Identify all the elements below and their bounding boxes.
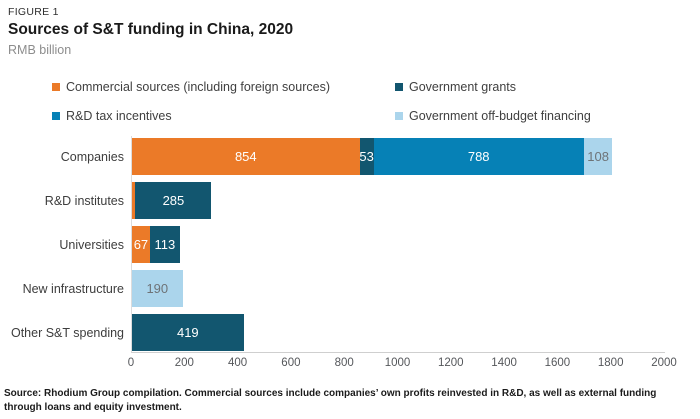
legend-item: Government off-budget financing — [395, 110, 690, 122]
legend-item-label: Commercial sources (including foreign so… — [66, 80, 330, 94]
bar-segment: 854 — [132, 138, 360, 175]
legend-swatch-icon — [52, 83, 60, 91]
x-tick-label: 0 — [127, 357, 135, 369]
legend-item-label: R&D tax incentives — [66, 109, 172, 123]
x-tick-label: 1200 — [438, 357, 464, 369]
x-tick-label: 1600 — [544, 357, 571, 369]
bar-segment: 788 — [373, 138, 584, 175]
chart-title: Sources of S&T funding in China, 2020 — [8, 21, 294, 38]
x-tick-label: 2000 — [651, 357, 677, 369]
plot-area: 854 53 788 108 285 67 113 190 419 — [131, 136, 665, 353]
bar-segment: 53 — [359, 138, 374, 175]
figure-header: FIGURE 1 Sources of S&T funding in China… — [8, 6, 293, 57]
x-tick-label: 400 — [228, 357, 248, 369]
bar-segment — [132, 182, 136, 219]
legend-item-label: Government off-budget financing — [409, 109, 591, 123]
legend-swatch-icon — [52, 112, 60, 120]
x-tick-label: 1000 — [384, 357, 411, 369]
x-tick-label: 800 — [334, 357, 354, 369]
x-axis-tick-labels: 0 200 400 600 800 1000 1200 1400 1600 1800 2000 — [0, 357, 700, 373]
legend-item: Government grants — [395, 81, 690, 93]
legend-swatch-icon — [395, 112, 403, 120]
x-tick-label: 1800 — [597, 357, 624, 369]
chart-legend: Commercial sources (including foreign so… — [52, 81, 690, 122]
bar-segment: 419 — [132, 314, 244, 351]
legend-swatch-icon — [395, 83, 403, 91]
legend-item-label: Government grants — [409, 80, 516, 94]
bar-segment: 285 — [135, 182, 212, 219]
x-tick-label: 1400 — [491, 357, 517, 369]
bar-row: 190 — [132, 270, 665, 307]
legend-item: Commercial sources (including foreign so… — [52, 81, 395, 93]
bar-segment: 67 — [132, 226, 150, 263]
category-label: New infrastructure — [22, 281, 124, 296]
source-note: Source: Rhodium Group compilation. Comme… — [4, 387, 657, 413]
bar-row: 419 — [132, 314, 665, 351]
bar-segment: 190 — [132, 270, 183, 307]
x-tick-label: 200 — [174, 357, 194, 369]
x-tick-label: 600 — [281, 357, 301, 369]
figure-number-label: FIGURE 1 — [8, 6, 59, 18]
bar-segment: 108 — [583, 138, 613, 175]
category-label: Universities — [59, 237, 124, 252]
chart-subtitle-units: RMB billion — [8, 43, 72, 57]
bar-row: 67 113 — [132, 226, 665, 263]
bar-row: 285 — [132, 182, 665, 219]
legend-item: R&D tax incentives — [52, 110, 395, 122]
bar-segment: 113 — [149, 226, 180, 263]
category-label: Companies — [60, 149, 124, 164]
category-label: Other S&T spending — [10, 325, 124, 340]
category-label: R&D institutes — [44, 193, 124, 208]
bar-row: 854 53 788 108 — [132, 138, 665, 175]
